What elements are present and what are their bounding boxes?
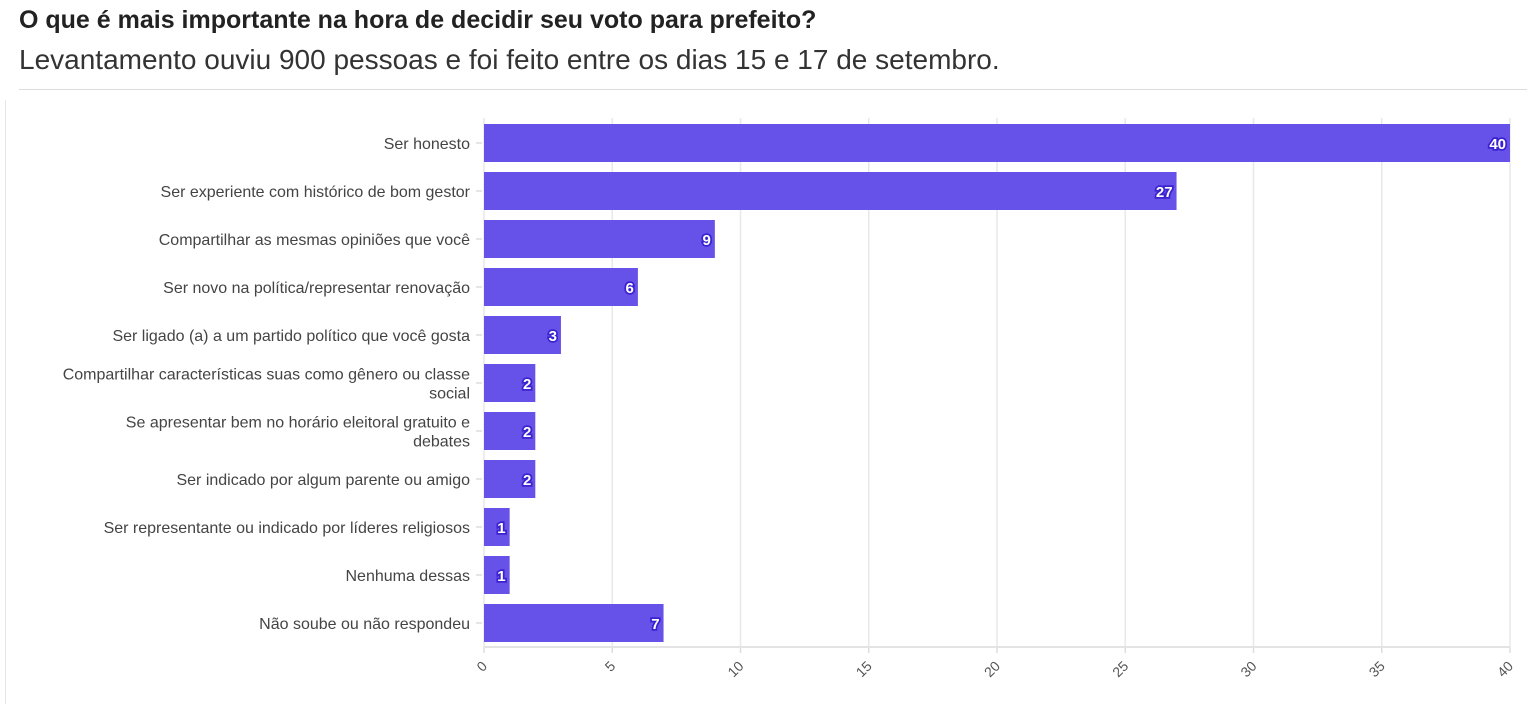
category-label: Ser novo na política/representar renovaç… bbox=[163, 280, 470, 297]
data-label: 1 bbox=[497, 568, 505, 585]
panel-border bbox=[5, 100, 6, 704]
bar bbox=[484, 460, 536, 498]
chart-subtitle: Levantamento ouviu 900 pessoas e foi fei… bbox=[19, 44, 1000, 75]
category-label: Ser experiente com histórico de bom gest… bbox=[161, 184, 471, 201]
data-label: 40 bbox=[1489, 136, 1506, 153]
bar bbox=[484, 220, 715, 258]
bar bbox=[484, 172, 1177, 210]
x-tick-label: 35 bbox=[1366, 658, 1388, 680]
category-label: Ser ligado (a) a um partido político que… bbox=[112, 328, 470, 345]
category-label: Ser representante ou indicado por lídere… bbox=[104, 520, 470, 537]
data-label: 3 bbox=[549, 328, 557, 345]
data-label: 6 bbox=[626, 280, 634, 297]
x-tick-label: 40 bbox=[1494, 658, 1516, 680]
category-label: Nenhuma dessas bbox=[345, 568, 470, 585]
x-tick-label: 10 bbox=[724, 658, 746, 680]
x-tick-label: 15 bbox=[853, 658, 875, 680]
x-tick-label: 30 bbox=[1237, 658, 1259, 680]
category-label: Não soube ou não respondeu bbox=[259, 616, 470, 633]
category-label: social bbox=[429, 386, 470, 403]
bar bbox=[484, 364, 536, 402]
bar bbox=[484, 268, 638, 306]
bar bbox=[484, 508, 510, 546]
data-label: 1 bbox=[497, 520, 505, 537]
bar bbox=[484, 124, 1510, 162]
category-label: debates bbox=[413, 434, 470, 451]
bar bbox=[484, 556, 510, 594]
bar bbox=[484, 316, 561, 354]
x-tick-label: 5 bbox=[602, 658, 619, 675]
data-label: 27 bbox=[1156, 184, 1173, 201]
bar bbox=[484, 604, 664, 642]
chart-title: O que é mais importante na hora de decid… bbox=[19, 6, 817, 34]
x-tick-label: 0 bbox=[473, 658, 490, 675]
data-label: 2 bbox=[523, 472, 531, 489]
divider bbox=[19, 89, 1527, 90]
data-label: 2 bbox=[523, 424, 531, 441]
category-label: Compartilhar as mesmas opiniões que você bbox=[159, 232, 470, 249]
bar bbox=[484, 412, 536, 450]
x-tick-label: 20 bbox=[981, 658, 1003, 680]
category-label: Ser indicado por algum parente ou amigo bbox=[176, 472, 470, 489]
category-label: Se apresentar bem no horário eleitoral g… bbox=[126, 415, 470, 432]
x-tick-label: 25 bbox=[1109, 658, 1131, 680]
category-label: Compartilhar características suas como g… bbox=[63, 367, 470, 384]
category-label: Ser honesto bbox=[384, 136, 470, 153]
data-label: 2 bbox=[523, 376, 531, 393]
data-label: 7 bbox=[651, 616, 659, 633]
data-label: 9 bbox=[703, 232, 711, 249]
